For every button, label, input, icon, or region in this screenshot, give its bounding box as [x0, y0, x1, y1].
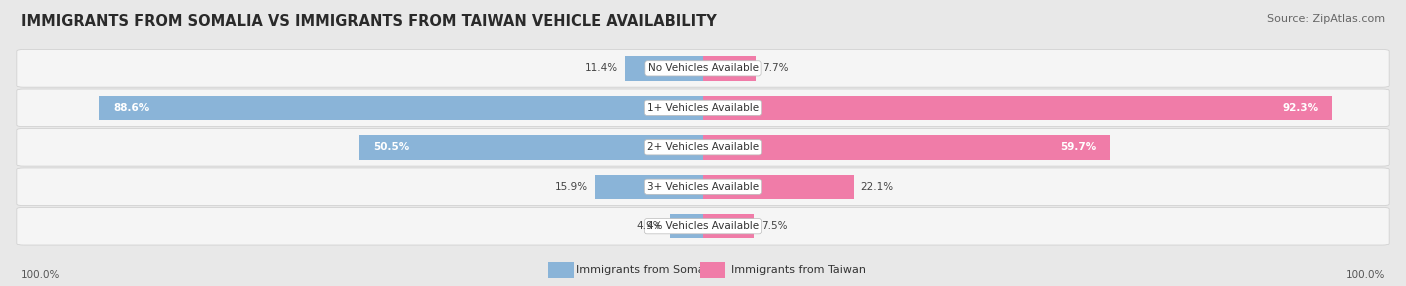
Bar	[700, 263, 725, 278]
Text: 4.9%: 4.9%	[636, 221, 662, 231]
Bar	[548, 263, 574, 278]
Text: Source: ZipAtlas.com: Source: ZipAtlas.com	[1267, 14, 1385, 24]
Text: IMMIGRANTS FROM SOMALIA VS IMMIGRANTS FROM TAIWAN VEHICLE AVAILABILITY: IMMIGRANTS FROM SOMALIA VS IMMIGRANTS FR…	[21, 14, 717, 29]
Text: 92.3%: 92.3%	[1282, 103, 1319, 113]
FancyBboxPatch shape	[703, 174, 853, 199]
Text: Immigrants from Somalia: Immigrants from Somalia	[576, 265, 718, 275]
FancyBboxPatch shape	[17, 168, 1389, 206]
Text: 100.0%: 100.0%	[21, 270, 60, 279]
FancyBboxPatch shape	[17, 49, 1389, 87]
FancyBboxPatch shape	[703, 214, 754, 239]
FancyBboxPatch shape	[98, 96, 703, 120]
Text: 11.4%: 11.4%	[585, 63, 619, 73]
Text: 100.0%: 100.0%	[1346, 270, 1385, 279]
FancyBboxPatch shape	[17, 128, 1389, 166]
Text: 7.7%: 7.7%	[762, 63, 789, 73]
FancyBboxPatch shape	[703, 56, 755, 81]
FancyBboxPatch shape	[626, 56, 703, 81]
Text: 7.5%: 7.5%	[761, 221, 787, 231]
FancyBboxPatch shape	[595, 174, 703, 199]
Text: 50.5%: 50.5%	[373, 142, 409, 152]
Text: 3+ Vehicles Available: 3+ Vehicles Available	[647, 182, 759, 192]
Text: 4+ Vehicles Available: 4+ Vehicles Available	[647, 221, 759, 231]
FancyBboxPatch shape	[17, 89, 1389, 127]
FancyBboxPatch shape	[17, 207, 1389, 245]
FancyBboxPatch shape	[703, 96, 1333, 120]
Text: No Vehicles Available: No Vehicles Available	[648, 63, 758, 73]
FancyBboxPatch shape	[703, 135, 1111, 160]
Text: 22.1%: 22.1%	[860, 182, 894, 192]
FancyBboxPatch shape	[669, 214, 703, 239]
FancyBboxPatch shape	[359, 135, 703, 160]
Text: Immigrants from Taiwan: Immigrants from Taiwan	[731, 265, 866, 275]
Text: 88.6%: 88.6%	[112, 103, 149, 113]
Text: 15.9%: 15.9%	[554, 182, 588, 192]
Text: 1+ Vehicles Available: 1+ Vehicles Available	[647, 103, 759, 113]
Text: 59.7%: 59.7%	[1060, 142, 1097, 152]
Text: 2+ Vehicles Available: 2+ Vehicles Available	[647, 142, 759, 152]
